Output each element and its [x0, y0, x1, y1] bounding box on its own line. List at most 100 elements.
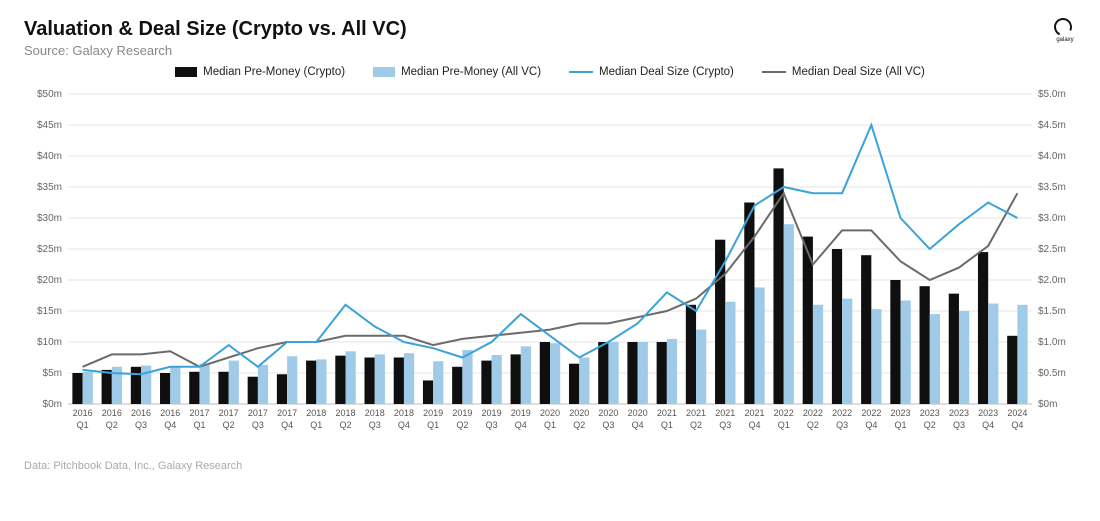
svg-text:Q1: Q1 — [661, 420, 673, 430]
legend-label: Median Pre-Money (Crypto) — [203, 66, 345, 78]
bar-allvc — [492, 355, 502, 404]
bar-allvc — [638, 342, 648, 404]
legend-item-line-allvc: Median Deal Size (All VC) — [762, 66, 925, 78]
bar-crypto — [394, 358, 404, 405]
svg-text:$4.5m: $4.5m — [1038, 120, 1066, 131]
svg-text:Q2: Q2 — [223, 420, 235, 430]
galaxy-logo-text: galaxy — [1054, 37, 1076, 43]
bar-crypto — [160, 373, 170, 404]
svg-text:$2.5m: $2.5m — [1038, 244, 1066, 255]
svg-text:Q4: Q4 — [748, 420, 760, 430]
svg-text:Q3: Q3 — [953, 420, 965, 430]
bar-crypto — [481, 361, 491, 404]
bar-allvc — [813, 305, 823, 404]
legend-item-line-crypto: Median Deal Size (Crypto) — [569, 66, 734, 78]
bar-crypto — [72, 373, 82, 404]
svg-text:Q1: Q1 — [544, 420, 556, 430]
bar-allvc — [83, 372, 93, 404]
svg-text:2017: 2017 — [277, 408, 297, 418]
svg-text:Q2: Q2 — [456, 420, 468, 430]
bar-allvc — [550, 343, 560, 404]
svg-text:Q4: Q4 — [982, 420, 994, 430]
svg-text:$4.0m: $4.0m — [1038, 151, 1066, 162]
bar-crypto — [569, 364, 579, 404]
svg-text:$10m: $10m — [37, 337, 62, 348]
bar-allvc — [346, 351, 356, 404]
svg-text:Q2: Q2 — [340, 420, 352, 430]
bar-crypto — [277, 374, 287, 404]
bar-allvc — [901, 300, 911, 404]
svg-text:2017: 2017 — [219, 408, 239, 418]
svg-text:Q3: Q3 — [486, 420, 498, 430]
svg-text:2016: 2016 — [102, 408, 122, 418]
svg-text:$40m: $40m — [37, 151, 62, 162]
bar-allvc — [462, 350, 472, 404]
svg-text:$5m: $5m — [43, 368, 62, 379]
svg-text:2021: 2021 — [744, 408, 764, 418]
svg-text:$20m: $20m — [37, 275, 62, 286]
bar-allvc — [959, 311, 969, 404]
bar-allvc — [579, 358, 589, 405]
svg-text:Q4: Q4 — [1011, 420, 1023, 430]
bar-crypto — [657, 342, 667, 404]
bar-allvc — [842, 299, 852, 404]
svg-text:2022: 2022 — [803, 408, 823, 418]
svg-text:Q1: Q1 — [310, 420, 322, 430]
chart-title: Valuation & Deal Size (Crypto vs. All VC… — [24, 18, 407, 41]
svg-text:$35m: $35m — [37, 182, 62, 193]
svg-text:2023: 2023 — [978, 408, 998, 418]
svg-text:2018: 2018 — [306, 408, 326, 418]
svg-text:Q2: Q2 — [106, 420, 118, 430]
bar-crypto — [218, 372, 228, 404]
svg-text:Q3: Q3 — [836, 420, 848, 430]
bar-crypto — [978, 252, 988, 404]
svg-text:2016: 2016 — [160, 408, 180, 418]
svg-text:2017: 2017 — [189, 408, 209, 418]
svg-text:2020: 2020 — [628, 408, 648, 418]
bar-allvc — [199, 364, 209, 404]
svg-text:Q2: Q2 — [924, 420, 936, 430]
bar-allvc — [871, 309, 881, 404]
svg-text:2019: 2019 — [511, 408, 531, 418]
svg-text:2023: 2023 — [949, 408, 969, 418]
bar-crypto — [452, 367, 462, 404]
svg-text:Q1: Q1 — [895, 420, 907, 430]
swatch-line-crypto — [569, 71, 593, 73]
bar-crypto — [773, 168, 783, 404]
svg-text:2019: 2019 — [452, 408, 472, 418]
data-attribution: Data: Pitchbook Data, Inc., Galaxy Resea… — [24, 460, 1076, 472]
svg-text:Q2: Q2 — [573, 420, 585, 430]
svg-text:Q4: Q4 — [632, 420, 644, 430]
galaxy-logo-icon — [1051, 15, 1074, 38]
bar-allvc — [287, 356, 297, 404]
svg-text:2022: 2022 — [832, 408, 852, 418]
svg-text:$45m: $45m — [37, 120, 62, 131]
bar-crypto — [627, 342, 637, 404]
svg-text:$0m: $0m — [43, 399, 62, 410]
svg-text:2019: 2019 — [423, 408, 443, 418]
chart-subtitle: Source: Galaxy Research — [24, 43, 407, 58]
svg-text:Q3: Q3 — [719, 420, 731, 430]
svg-text:2018: 2018 — [394, 408, 414, 418]
bar-allvc — [988, 304, 998, 404]
svg-text:$2.0m: $2.0m — [1038, 275, 1066, 286]
svg-text:Q1: Q1 — [193, 420, 205, 430]
bar-allvc — [375, 354, 385, 404]
svg-text:$30m: $30m — [37, 213, 62, 224]
svg-text:Q3: Q3 — [602, 420, 614, 430]
svg-text:2020: 2020 — [598, 408, 618, 418]
chart-area: $0m$5m$10m$15m$20m$25m$30m$35m$40m$45m$5… — [24, 84, 1076, 454]
bar-crypto — [598, 342, 608, 404]
bar-allvc — [404, 353, 414, 404]
bar-crypto — [949, 294, 959, 404]
bar-allvc — [754, 287, 764, 404]
svg-text:Q3: Q3 — [135, 420, 147, 430]
bar-allvc — [696, 330, 706, 404]
bar-crypto — [511, 354, 521, 404]
header: Valuation & Deal Size (Crypto vs. All VC… — [24, 18, 1076, 58]
bar-crypto — [189, 372, 199, 404]
svg-text:2021: 2021 — [657, 408, 677, 418]
bar-crypto — [335, 356, 345, 404]
svg-text:$25m: $25m — [37, 244, 62, 255]
svg-text:2023: 2023 — [891, 408, 911, 418]
